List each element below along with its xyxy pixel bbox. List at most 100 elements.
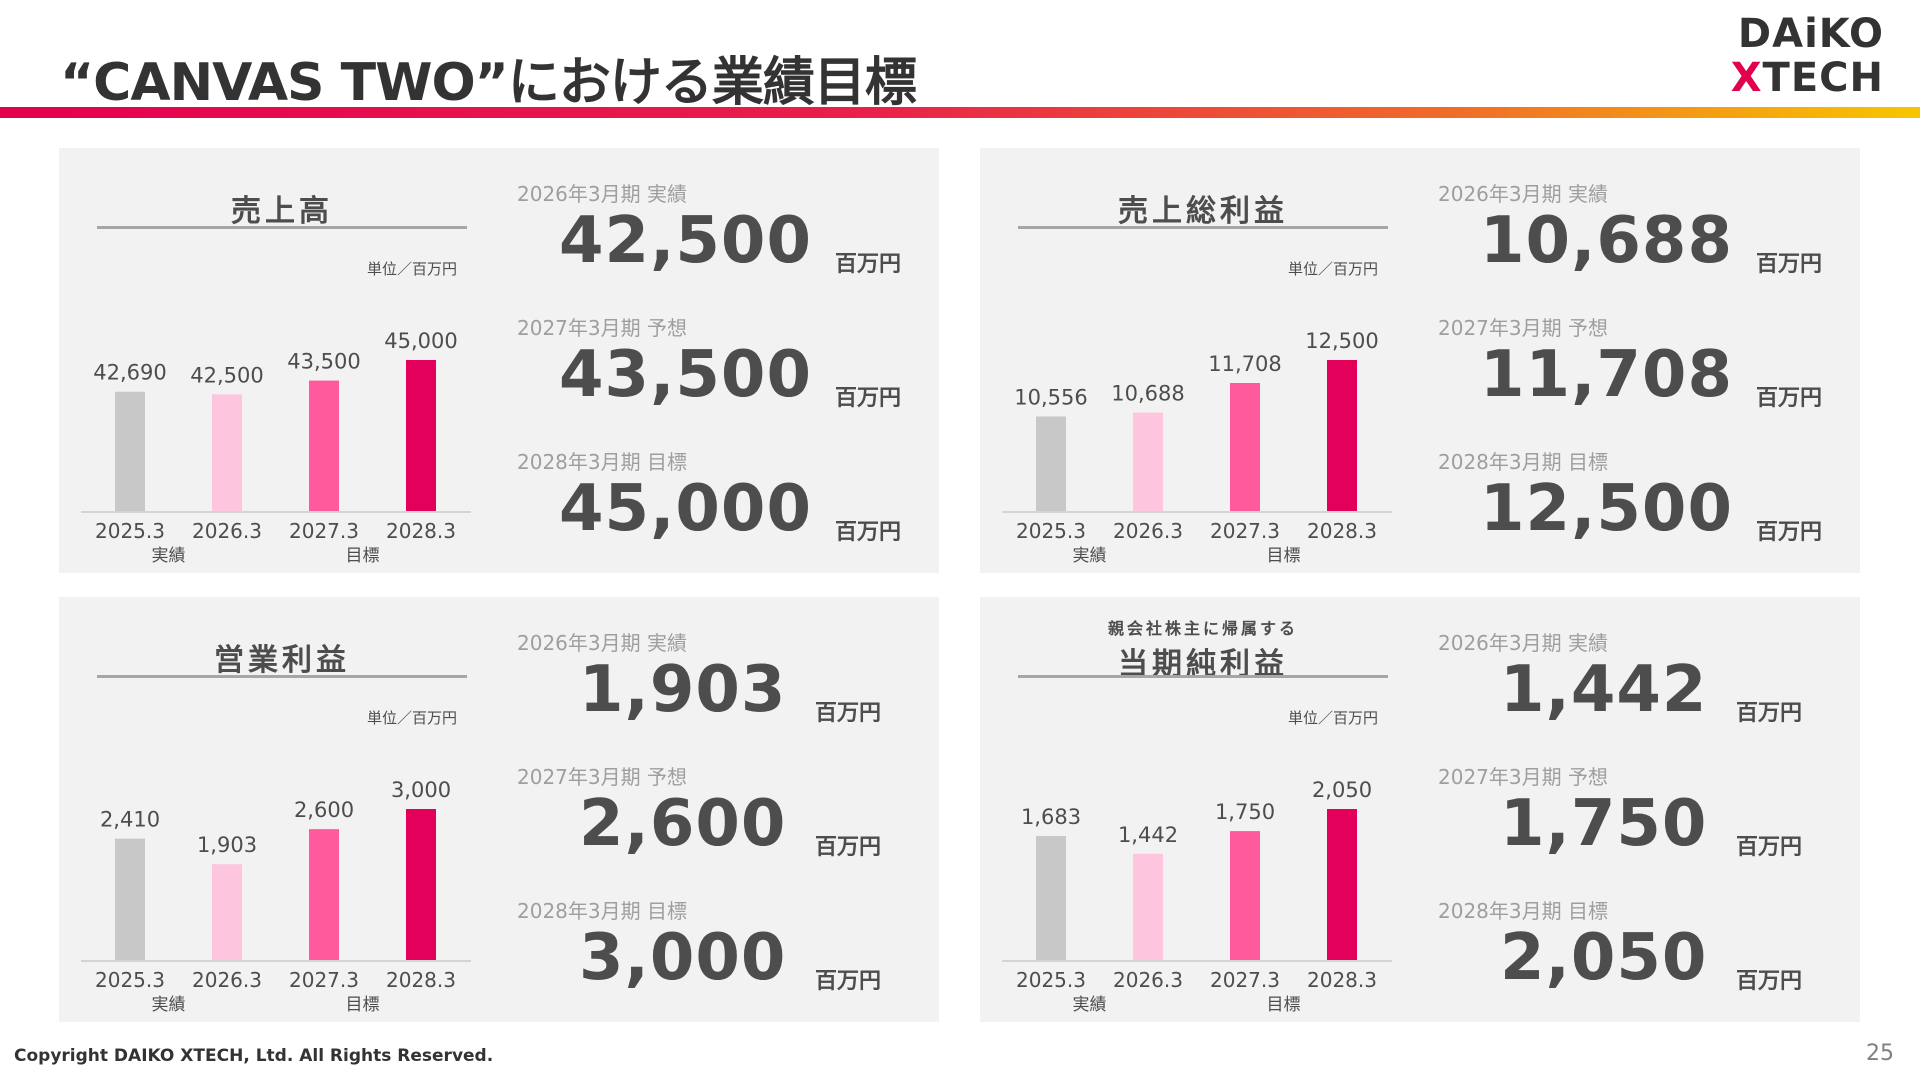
- x-tick-label: 2026.3: [1113, 519, 1183, 543]
- data-label: 11,708: [1208, 352, 1281, 376]
- data-label: 3,000: [391, 778, 451, 802]
- gross-profit-chart: 10,556 2025.3 10,688 2026.3 11,708 2027.3 12,5…: [1002, 329, 1392, 566]
- kpi-label: 2026年3月期 実績: [1438, 182, 1608, 206]
- unit-label: 単位／百万円: [367, 260, 458, 278]
- logo-line2: XTECH: [1724, 58, 1884, 98]
- kpi-row: 2028年3月期 目標 3,000 百万円: [517, 895, 917, 1001]
- kpi-label: 2026年3月期 実績: [517, 631, 687, 655]
- data-label: 10,688: [1111, 382, 1184, 406]
- logo-line1: DAiKO: [1737, 11, 1884, 57]
- data-label: 1,903: [197, 833, 257, 857]
- bar: [212, 394, 242, 511]
- x-tick-label: 2026.3: [192, 968, 262, 992]
- kpi-row: 2026年3月期 実績 1,442 百万円: [1438, 627, 1838, 733]
- bar: [1133, 853, 1163, 960]
- panel-net-sales: 売上高 単位／百万円 42,690 2025.3 42,500 2026.3 43,50…: [59, 148, 939, 573]
- group-label: 実績: [1073, 546, 1107, 566]
- bar: [309, 829, 339, 960]
- kpi-unit: 百万円: [835, 386, 902, 411]
- data-label: 1,683: [1021, 805, 1081, 829]
- kpi-row: 2028年3月期 目標 2,050 百万円: [1438, 895, 1838, 1001]
- x-tick-label: 2026.3: [192, 519, 262, 543]
- kpi-block: 2026年3月期 実績 42,500 百万円 2027年3月期 予想 43,500 百万…: [517, 178, 917, 552]
- panel-operating-profit: 営業利益 単位／百万円 2,410 2025.3 1,903 2026.3 2,600 2…: [59, 597, 939, 1022]
- kpi-value: 1,750: [1500, 787, 1708, 861]
- bar: [212, 864, 242, 960]
- kpi-unit: 百万円: [1736, 969, 1803, 994]
- bar: [1327, 809, 1357, 960]
- kpi-unit: 百万円: [1756, 386, 1823, 411]
- kpi-value: 2,050: [1500, 921, 1708, 995]
- kpi-value: 42,500: [559, 204, 812, 278]
- kpi-row: 2026年3月期 実績 1,903 百万円: [517, 627, 917, 733]
- kpi-unit: 百万円: [835, 252, 902, 277]
- x-tick-label: 2026.3: [1113, 968, 1183, 992]
- panel-gross-profit: 売上総利益 単位／百万円 10,556 2025.3 10,688 2026.3 11,…: [980, 148, 1860, 573]
- data-label: 42,500: [190, 363, 263, 387]
- kpi-label: 2027年3月期 予想: [1438, 765, 1608, 789]
- logo-tech: TECH: [1762, 55, 1884, 101]
- bar: [1327, 360, 1357, 511]
- data-label: 45,000: [384, 329, 457, 353]
- x-tick-label: 2028.3: [1307, 519, 1377, 543]
- logo-x: X: [1730, 55, 1763, 101]
- panel-net-income: 親会社株主に帰属する 当期純利益 単位／百万円 1,683 2025.3 1,442…: [980, 597, 1860, 1022]
- x-tick-label: 2025.3: [1016, 519, 1086, 543]
- kpi-row: 2026年3月期 実績 42,500 百万円: [517, 178, 917, 284]
- kpi-value: 43,500: [559, 338, 812, 412]
- x-tick-label: 2025.3: [95, 519, 165, 543]
- group-label: 目標: [346, 995, 380, 1015]
- group-label: 目標: [346, 546, 380, 566]
- company-logo: DAiKO XTECH: [1724, 14, 1884, 98]
- kpi-unit: 百万円: [1736, 835, 1803, 860]
- data-label: 10,556: [1014, 385, 1087, 409]
- kpi-row: 2026年3月期 実績 10,688 百万円: [1438, 178, 1838, 284]
- bar: [1036, 836, 1066, 960]
- chart-heading: 営業利益: [97, 635, 467, 679]
- kpi-row: 2027年3月期 予想 43,500 百万円: [517, 312, 917, 418]
- kpi-label: 2027年3月期 予想: [1438, 316, 1608, 340]
- kpi-row: 2028年3月期 目標 45,000 百万円: [517, 446, 917, 552]
- unit-label: 単位／百万円: [1288, 260, 1379, 278]
- bar: [406, 809, 436, 960]
- unit-label: 単位／百万円: [367, 709, 458, 727]
- kpi-value: 11,708: [1480, 338, 1733, 412]
- kpi-unit: 百万円: [835, 520, 902, 545]
- x-tick-label: 2028.3: [386, 519, 456, 543]
- kpi-unit: 百万円: [1756, 520, 1823, 545]
- kpi-label: 2028年3月期 目標: [517, 899, 687, 923]
- data-label: 42,690: [93, 361, 166, 385]
- bar: [1036, 416, 1066, 511]
- kpi-row: 2027年3月期 予想 2,600 百万円: [517, 761, 917, 867]
- group-label: 目標: [1267, 546, 1301, 566]
- x-tick-label: 2027.3: [289, 519, 359, 543]
- unit-label: 単位／百万円: [1288, 709, 1379, 727]
- x-tick-label: 2025.3: [1016, 968, 1086, 992]
- x-tick-label: 2028.3: [1307, 968, 1377, 992]
- kpi-value: 1,903: [579, 653, 787, 727]
- kpi-block: 2026年3月期 実績 10,688 百万円 2027年3月期 予想 11,708 百万…: [1438, 178, 1838, 552]
- kpi-label: 2028年3月期 目標: [1438, 899, 1608, 923]
- chart-title: 売上総利益: [1118, 194, 1288, 229]
- kpi-row: 2028年3月期 目標 12,500 百万円: [1438, 446, 1838, 552]
- kpi-row: 2027年3月期 予想 11,708 百万円: [1438, 312, 1838, 418]
- header-gradient-bar: [0, 107, 1920, 118]
- bar: [309, 380, 339, 511]
- kpi-label: 2028年3月期 目標: [517, 450, 687, 474]
- heading-rule: [97, 675, 467, 678]
- bar: [115, 391, 145, 511]
- chart-heading: 売上高: [97, 186, 467, 230]
- x-tick-label: 2027.3: [1210, 968, 1280, 992]
- chart-title: 売上高: [231, 194, 333, 229]
- kpi-value: 2,600: [579, 787, 787, 861]
- kpi-label: 2026年3月期 実績: [1438, 631, 1608, 655]
- x-tick-label: 2025.3: [95, 968, 165, 992]
- data-label: 12,500: [1305, 329, 1378, 353]
- data-label: 2,050: [1312, 778, 1372, 802]
- page-title: “CANVAS TWO”における業績目標: [60, 53, 917, 113]
- net-sales-chart: 42,690 2025.3 42,500 2026.3 43,500 2027.3 45,0…: [81, 329, 471, 566]
- kpi-unit: 百万円: [1756, 252, 1823, 277]
- kpi-label: 2027年3月期 予想: [517, 765, 687, 789]
- kpi-value: 3,000: [579, 921, 787, 995]
- operating-profit-chart: 2,410 2025.3 1,903 2026.3 2,600 2027.3 3,000 20…: [81, 778, 471, 1015]
